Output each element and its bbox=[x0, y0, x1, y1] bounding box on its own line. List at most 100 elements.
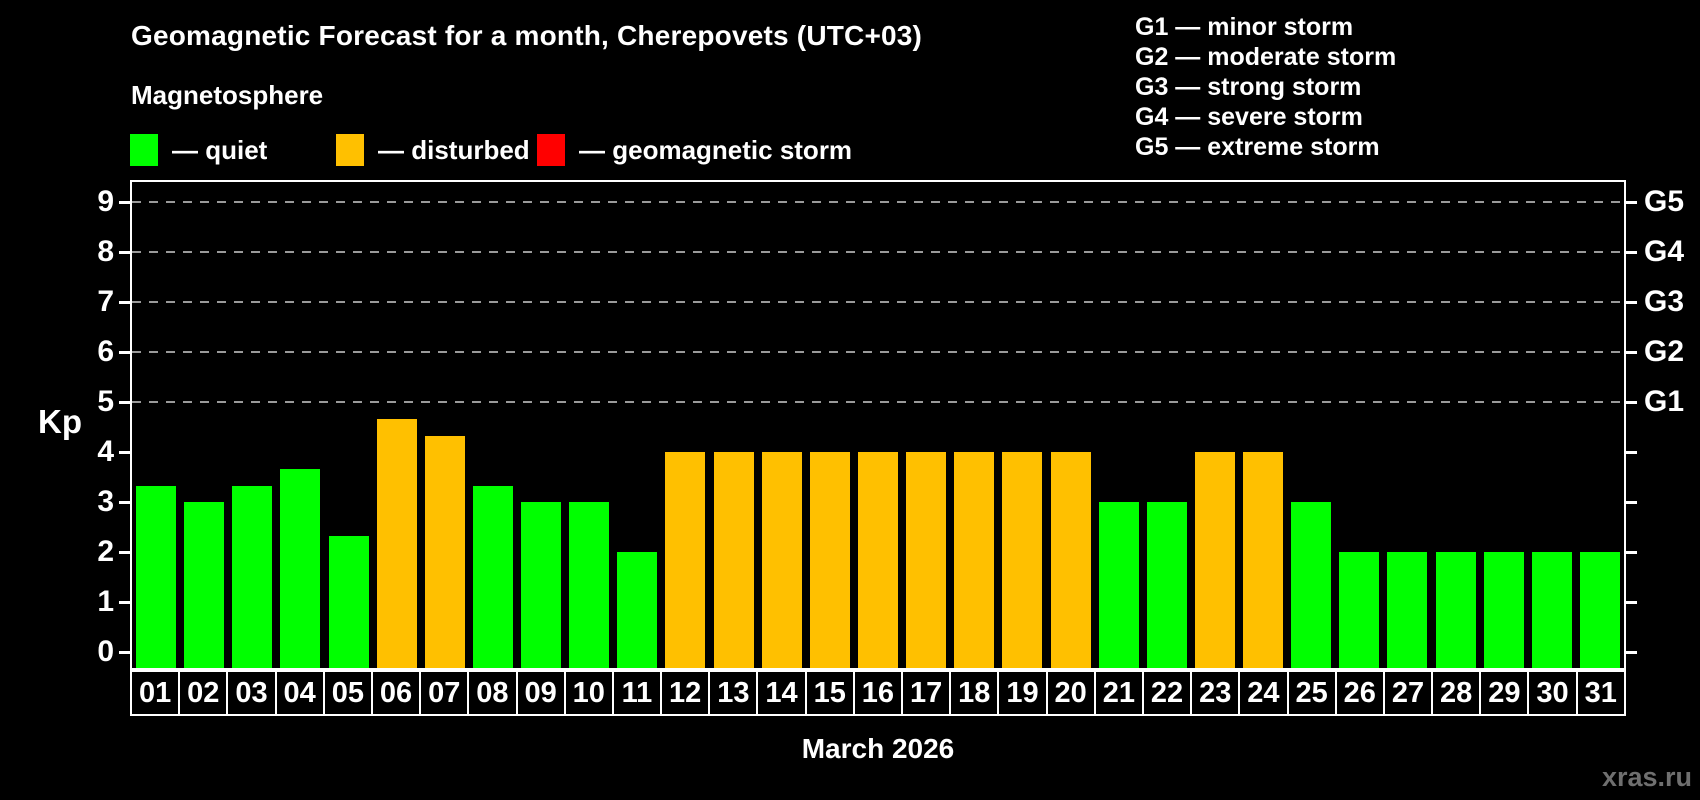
legend-item-disturbed: — disturbed bbox=[336, 133, 530, 167]
y-tick-left-5 bbox=[119, 401, 130, 404]
day-label-07: 07 bbox=[419, 670, 470, 716]
day-label-18: 18 bbox=[949, 670, 1000, 716]
y-tick-left-7 bbox=[119, 301, 130, 304]
day-label-26: 26 bbox=[1334, 670, 1385, 716]
day-label-28: 28 bbox=[1431, 670, 1482, 716]
x-axis-title: March 2026 bbox=[801, 733, 955, 764]
kp-bar-day-16 bbox=[858, 452, 898, 668]
y-tick-label-5: 5 bbox=[97, 385, 114, 418]
y-tick-left-1 bbox=[119, 601, 130, 604]
day-label-23: 23 bbox=[1190, 670, 1241, 716]
kp-bar-day-31 bbox=[1579, 552, 1620, 668]
day-label-20: 20 bbox=[1045, 670, 1096, 716]
plot-inner: 0 1 2 3 4 5 G1 6 G2 7 G3 8 G4 9 G5 bbox=[97, 182, 1684, 668]
y-tick-right-1 bbox=[1626, 601, 1637, 604]
plot-area: 0 1 2 3 4 5 G1 6 G2 7 G3 8 G4 9 G5 bbox=[97, 180, 1684, 670]
day-label-30: 30 bbox=[1527, 670, 1578, 716]
legend-item-quiet: — quiet bbox=[130, 133, 267, 167]
y-tick-right-0 bbox=[1626, 651, 1637, 654]
kp-bar-day-19 bbox=[1002, 452, 1043, 668]
gridline-kp5 bbox=[132, 401, 1624, 403]
kp-bar-day-27 bbox=[1387, 552, 1428, 668]
legend-swatch-quiet bbox=[130, 134, 158, 166]
g-scale-label-g5: G5 bbox=[1644, 185, 1685, 218]
day-label-14: 14 bbox=[756, 670, 807, 716]
storm-legend-line-g2: G2 — moderate storm bbox=[1135, 43, 1397, 71]
y-tick-label-4: 4 bbox=[97, 435, 114, 468]
kp-bar-day-05 bbox=[328, 535, 369, 668]
day-label-02: 02 bbox=[178, 670, 229, 716]
page-title: Geomagnetic Forecast for a month, Cherep… bbox=[131, 20, 923, 51]
day-label-27: 27 bbox=[1382, 670, 1434, 716]
kp-bar-day-21 bbox=[1098, 502, 1139, 668]
g-scale-label-g2: G2 bbox=[1644, 335, 1685, 368]
day-label-25: 25 bbox=[1286, 670, 1337, 716]
chart-subtitle: Magnetosphere bbox=[131, 80, 324, 110]
day-label-11: 11 bbox=[611, 670, 663, 716]
legend-swatch-disturbed bbox=[336, 134, 364, 166]
y-tick-right-9 bbox=[1626, 201, 1637, 204]
day-label-05: 05 bbox=[322, 670, 373, 716]
legend-swatch-storm bbox=[537, 134, 565, 166]
kp-bar-day-12 bbox=[665, 452, 706, 668]
kp-bar-day-03 bbox=[232, 485, 273, 668]
kp-bar-day-11 bbox=[617, 552, 658, 668]
day-label-01: 01 bbox=[130, 670, 181, 716]
kp-bar-day-20 bbox=[1050, 452, 1091, 668]
kp-bar-day-18 bbox=[954, 452, 995, 668]
watermark: xras.ru bbox=[1601, 762, 1692, 792]
y-tick-left-4 bbox=[119, 451, 130, 454]
day-label-21: 21 bbox=[1093, 670, 1144, 716]
kp-bar-day-10 bbox=[569, 502, 610, 668]
g-scale-label-g4: G4 bbox=[1644, 235, 1685, 268]
y-tick-label-1: 1 bbox=[97, 585, 114, 618]
legend-item-storm: — geomagnetic storm bbox=[537, 133, 852, 167]
day-label-22: 22 bbox=[1141, 670, 1193, 716]
y-axis-title: Kp bbox=[38, 403, 82, 440]
y-tick-label-3: 3 bbox=[97, 485, 114, 518]
y-tick-label-8: 8 bbox=[97, 235, 114, 268]
day-label-17: 17 bbox=[901, 670, 952, 716]
y-tick-label-2: 2 bbox=[97, 535, 114, 568]
y-tick-label-0: 0 bbox=[97, 635, 114, 668]
y-tick-label-9: 9 bbox=[97, 185, 114, 218]
y-tick-left-6 bbox=[119, 351, 130, 354]
kp-bar-day-07 bbox=[424, 435, 465, 668]
kp-bar-day-17 bbox=[906, 452, 947, 668]
day-label-06: 06 bbox=[370, 670, 422, 716]
kp-bar-day-24 bbox=[1243, 452, 1284, 668]
y-tick-right-6 bbox=[1626, 351, 1637, 354]
kp-bar-day-26 bbox=[1339, 552, 1380, 668]
legend-label-quiet: — quiet bbox=[172, 134, 268, 165]
kp-bar-day-30 bbox=[1531, 552, 1572, 668]
kp-bar-day-28 bbox=[1435, 552, 1476, 668]
legend-label-disturbed: — disturbed bbox=[378, 134, 530, 165]
y-tick-right-2 bbox=[1626, 551, 1637, 554]
kp-bar-day-22 bbox=[1146, 502, 1187, 668]
day-label-04: 04 bbox=[274, 670, 325, 716]
g-scale-label-g1: G1 bbox=[1644, 385, 1685, 418]
status-legend: — quiet — disturbed — geomagnetic storm bbox=[0, 133, 1100, 169]
storm-legend-line-g5: G5 — extreme storm bbox=[1135, 133, 1380, 161]
day-label-31: 31 bbox=[1575, 670, 1626, 716]
kp-bar-day-29 bbox=[1483, 552, 1524, 668]
y-tick-label-6: 6 bbox=[97, 335, 114, 368]
y-tick-right-5 bbox=[1626, 401, 1637, 404]
kp-bar-day-13 bbox=[713, 452, 754, 668]
g-scale-label-g3: G3 bbox=[1644, 285, 1685, 318]
gridline-kp8 bbox=[132, 251, 1624, 253]
kp-bar-day-14 bbox=[761, 452, 802, 668]
legend-label-storm: — geomagnetic storm bbox=[579, 134, 853, 165]
storm-scale-legend: G1 — minor storm G2 — moderate storm G3 — … bbox=[1135, 12, 1396, 162]
gridline-kp6 bbox=[132, 351, 1624, 353]
day-label-09: 09 bbox=[515, 670, 566, 716]
day-label-15: 15 bbox=[804, 670, 855, 716]
y-tick-left-9 bbox=[119, 201, 130, 204]
kp-bar-day-09 bbox=[521, 502, 562, 668]
gridline-kp9 bbox=[132, 201, 1624, 203]
day-label-29: 29 bbox=[1479, 670, 1530, 716]
x-axis-day-labels: 01 02 03 04 05 06 07 08 09 10 11 12 13 14 15 16 17 18 19 20… bbox=[130, 670, 1626, 716]
day-label-13: 13 bbox=[708, 670, 759, 716]
y-tick-right-3 bbox=[1626, 501, 1637, 504]
y-tick-left-0 bbox=[119, 651, 130, 654]
